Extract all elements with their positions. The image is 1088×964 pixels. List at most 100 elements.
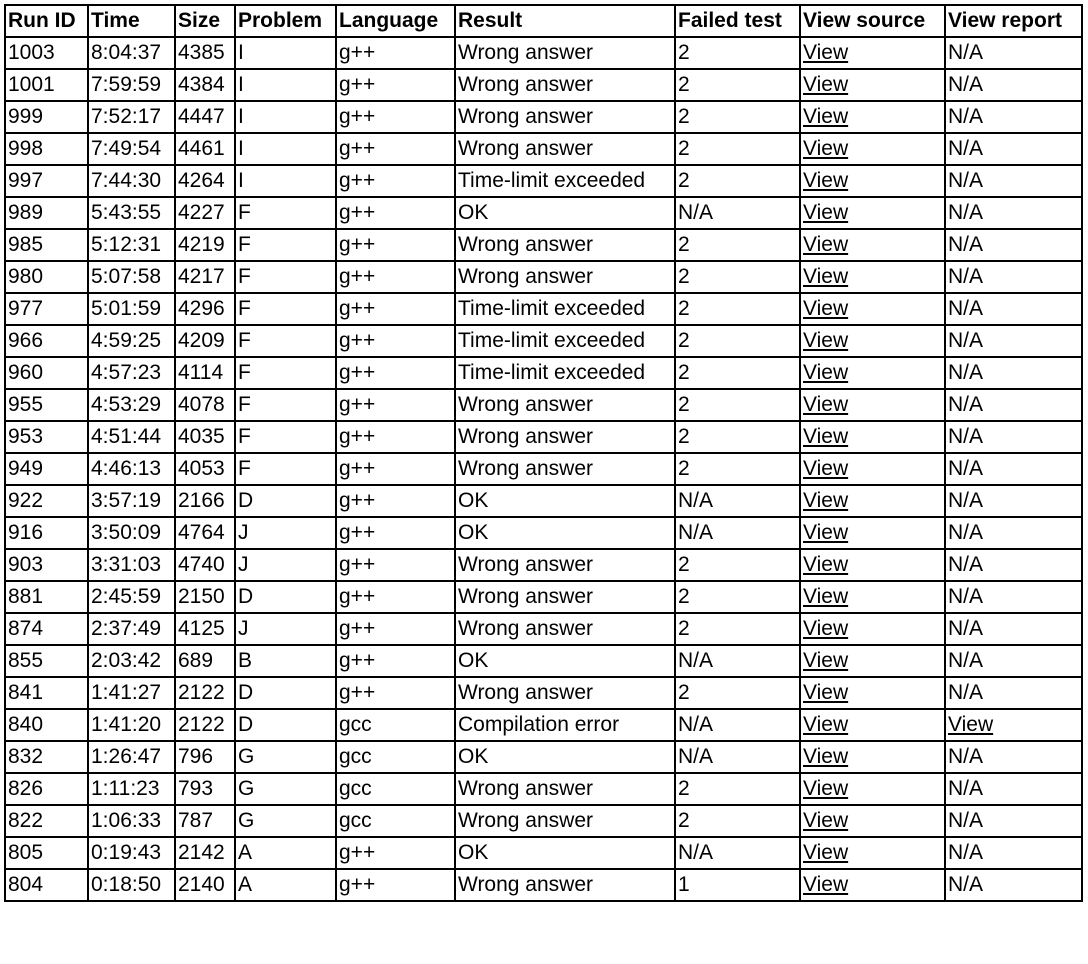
cell-problem: D (234, 708, 337, 742)
cell-result: Wrong answer (454, 260, 676, 294)
cell-view-source: View (799, 36, 946, 70)
view-source-link[interactable]: View (803, 393, 849, 416)
cell-run-id: 903 (4, 548, 89, 582)
cell-problem: F (234, 452, 337, 486)
cell-problem: A (234, 836, 337, 870)
view-source-link[interactable]: View (803, 137, 849, 160)
cell-time: 5:07:58 (87, 260, 176, 294)
cell-result: Wrong answer (454, 548, 676, 582)
cell-failed-test: 2 (674, 676, 801, 710)
cell-size: 4296 (174, 292, 236, 326)
view-source-link[interactable]: View (803, 41, 849, 64)
cell-problem: F (234, 292, 337, 326)
cell-failed-test: 2 (674, 36, 801, 70)
view-source-link[interactable]: View (803, 425, 849, 448)
cell-run-id: 980 (4, 260, 89, 294)
cell-size: 4227 (174, 196, 236, 230)
cell-language: g++ (335, 548, 456, 582)
cell-run-id: 1001 (4, 68, 89, 102)
cell-run-id: 989 (4, 196, 89, 230)
cell-failed-test: 2 (674, 324, 801, 358)
view-source-link[interactable]: View (803, 873, 849, 896)
cell-view-source: View (799, 388, 946, 422)
header-language: Language (335, 4, 456, 38)
view-source-link[interactable]: View (803, 649, 849, 672)
cell-failed-test: 2 (674, 292, 801, 326)
cell-run-id: 805 (4, 836, 89, 870)
cell-run-id: 999 (4, 100, 89, 134)
cell-run-id: 804 (4, 868, 89, 902)
view-source-link[interactable]: View (803, 553, 849, 576)
view-source-link[interactable]: View (803, 617, 849, 640)
view-source-link[interactable]: View (803, 457, 849, 480)
cell-language: gcc (335, 740, 456, 774)
cell-time: 1:11:23 (87, 772, 176, 806)
cell-language: g++ (335, 612, 456, 646)
view-source-link[interactable]: View (803, 201, 849, 224)
cell-language: g++ (335, 516, 456, 550)
cell-view-source: View (799, 356, 946, 390)
cell-run-id: 1003 (4, 36, 89, 70)
cell-problem: J (234, 516, 337, 550)
cell-language: gcc (335, 708, 456, 742)
view-source-link[interactable]: View (803, 105, 849, 128)
cell-result: OK (454, 516, 676, 550)
cell-view-report: N/A (944, 516, 1083, 550)
cell-view-source: View (799, 548, 946, 582)
view-source-link[interactable]: View (803, 73, 849, 96)
cell-failed-test: 2 (674, 356, 801, 390)
view-source-link[interactable]: View (803, 265, 849, 288)
cell-run-id: 949 (4, 452, 89, 486)
cell-time: 3:31:03 (87, 548, 176, 582)
cell-language: g++ (335, 68, 456, 102)
cell-time: 3:50:09 (87, 516, 176, 550)
view-source-link[interactable]: View (803, 521, 849, 544)
cell-failed-test: 2 (674, 100, 801, 134)
view-report-link[interactable]: View (948, 713, 994, 736)
cell-problem: D (234, 676, 337, 710)
cell-view-source: View (799, 740, 946, 774)
cell-view-source: View (799, 676, 946, 710)
cell-size: 2142 (174, 836, 236, 870)
view-source-link[interactable]: View (803, 233, 849, 256)
runs-table: Run ID Time Size Problem Language Result Faile… (4, 4, 1083, 902)
header-view-source: View source (799, 4, 946, 38)
view-source-link[interactable]: View (803, 489, 849, 512)
cell-language: g++ (335, 196, 456, 230)
cell-time: 0:18:50 (87, 868, 176, 902)
cell-result: Wrong answer (454, 132, 676, 166)
cell-problem: I (234, 68, 337, 102)
cell-failed-test: 2 (674, 772, 801, 806)
cell-failed-test: 2 (674, 228, 801, 262)
view-source-link[interactable]: View (803, 841, 849, 864)
cell-failed-test: 2 (674, 68, 801, 102)
cell-result: Wrong answer (454, 868, 676, 902)
view-source-link[interactable]: View (803, 777, 849, 800)
cell-problem: B (234, 644, 337, 678)
cell-run-id: 955 (4, 388, 89, 422)
view-source-link[interactable]: View (803, 169, 849, 192)
cell-time: 5:01:59 (87, 292, 176, 326)
view-source-link[interactable]: View (803, 681, 849, 704)
view-source-link[interactable]: View (803, 585, 849, 608)
cell-size: 4219 (174, 228, 236, 262)
cell-result: Wrong answer (454, 68, 676, 102)
cell-time: 5:43:55 (87, 196, 176, 230)
view-source-link[interactable]: View (803, 361, 849, 384)
cell-view-report: N/A (944, 68, 1083, 102)
cell-time: 4:53:29 (87, 388, 176, 422)
view-source-link[interactable]: View (803, 809, 849, 832)
cell-language: g++ (335, 676, 456, 710)
cell-view-report: N/A (944, 868, 1083, 902)
view-source-link[interactable]: View (803, 713, 849, 736)
view-source-link[interactable]: View (803, 745, 849, 768)
cell-view-report: N/A (944, 292, 1083, 326)
view-source-link[interactable]: View (803, 297, 849, 320)
view-source-link[interactable]: View (803, 329, 849, 352)
